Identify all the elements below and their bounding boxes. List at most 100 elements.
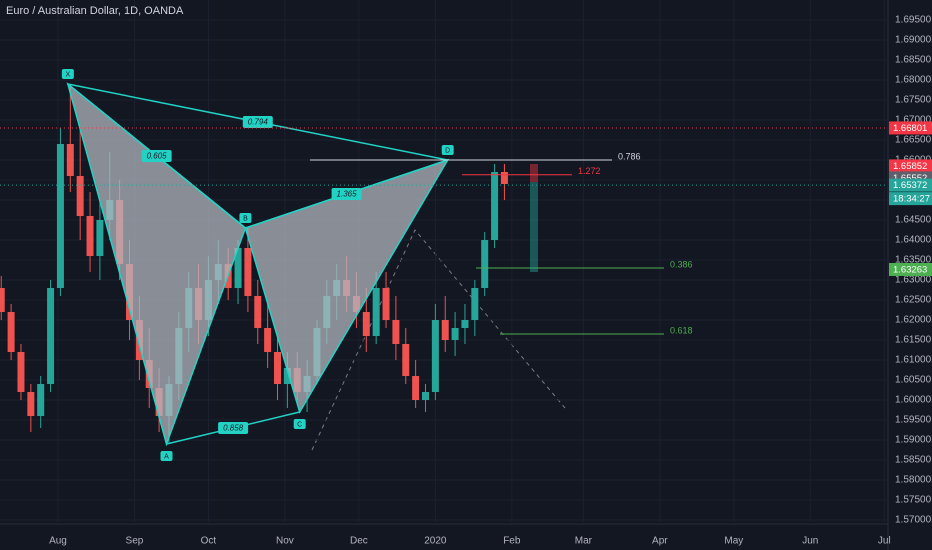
candle-body [461,320,469,328]
y-tick-label: 1.57500 [895,495,932,506]
y-tick-label: 1.63000 [895,275,932,286]
candle-body [234,248,242,288]
x-tick-label: Nov [276,536,294,547]
x-tick-label: Oct [201,536,217,547]
y-tick-label: 1.61000 [895,355,932,366]
y-tick-label: 1.59500 [895,415,932,426]
candle-body [76,176,84,216]
fib-label: 0.618 [670,325,693,335]
fib-label: 0.786 [618,151,641,161]
candle-body [244,248,252,296]
candle-body [66,144,74,176]
candle-body [47,288,55,384]
price-marker [889,121,932,135]
candle-body [481,240,489,288]
x-tick-label: May [724,536,743,547]
overlay: 0.794 0.605 0.858 1.365 X A B C D 0.786 1.272 0.386… [0,69,888,461]
ratio-badge [242,116,273,128]
y-tick-label: 1.60000 [895,395,932,406]
price-marker-label: 1.65372 [893,180,927,191]
candle-body [441,320,449,340]
y-tick-label: 1.67000 [895,115,932,126]
axis: 1.57000 1.57500 1.58000 1.58500 1.59000 1.595… [49,15,932,547]
ratio-label: 0.858 [223,424,244,433]
point-badge [160,451,173,461]
candle-body [500,172,508,184]
ratio-label: 0.605 [147,152,168,161]
candle-body [7,312,15,352]
point-label: X [65,71,70,78]
y-tick-label: 1.59000 [895,435,932,446]
point-label: B [243,215,248,222]
candle-body [86,216,94,256]
candle-body [451,328,459,340]
candle-body [382,288,390,320]
x-tick-label: Sep [126,536,144,547]
ratio-badge [218,422,249,434]
countdown-box [889,192,932,206]
y-tick-label: 1.57000 [895,515,932,526]
point-label: C [297,421,302,428]
x-tick-label: Mar [575,536,593,547]
candle-body [431,320,439,392]
y-tick-label: 1.67500 [895,95,932,106]
candle-body [27,392,35,416]
candle-body [264,328,272,352]
x-tick-label: Apr [652,536,668,547]
x-tick-label: 2020 [424,536,447,547]
candle-body [402,344,410,376]
x-tick-label: Dec [350,536,368,547]
y-tick-label: 1.64000 [895,235,932,246]
point-label: D [445,147,450,154]
y-tick-label: 1.58500 [895,455,932,466]
candle-body [56,144,64,288]
x-tick-label: Jul [878,536,891,547]
candle-body [37,384,45,416]
y-tick-label: 1.63500 [895,255,932,266]
price-marker [889,262,932,276]
x-tick-label: Feb [503,536,521,547]
point-badge [441,145,454,155]
target-zone [530,182,538,272]
candle-body [471,288,479,320]
chart-title: Euro / Australian Dollar, 1D, OANDA [6,5,184,17]
candle-body [96,220,104,256]
y-tick-label: 1.68500 [895,55,932,66]
y-tick-label: 1.62500 [895,295,932,306]
price-marker-label: 1.65852 [893,161,927,172]
y-tick-label: 1.62000 [895,315,932,326]
countdown-label: 18:34:27 [893,194,930,205]
candle-body [392,320,400,344]
y-tick-label: 1.64500 [895,215,932,226]
candle-body [362,312,370,336]
price-marker-label: 1.66801 [893,123,927,134]
y-tick-label: 1.58000 [895,475,932,486]
ratio-badge [141,150,172,162]
point-label: A [164,453,169,460]
y-tick-label: 1.61500 [895,335,932,346]
candle-body [412,376,420,400]
x-tick-label: Aug [49,536,67,547]
price-marker-label: 1.63263 [893,264,927,275]
candle-body [0,288,5,312]
point-badge [293,419,306,429]
candle-body [372,288,380,336]
candle-body [422,392,429,400]
fib-label: 1.272 [578,166,601,176]
y-tick-label: 1.69500 [895,15,932,26]
y-tick-label: 1.69000 [895,35,932,46]
y-tick-label: 1.68000 [895,75,932,86]
y-tick-label: 1.60500 [895,375,932,386]
candle-body [491,172,499,240]
fib-label: 0.386 [670,259,693,269]
ratio-badge [331,188,362,200]
x-tick-label: Jun [802,536,818,547]
y-tick-label: 1.66500 [895,135,932,146]
point-badge [61,69,74,79]
candle-body [274,352,281,384]
ratio-label: 1.365 [337,190,358,199]
price-marker [889,178,932,192]
price-marker-label: 1.65552 [893,173,927,184]
candle-body [283,368,291,384]
